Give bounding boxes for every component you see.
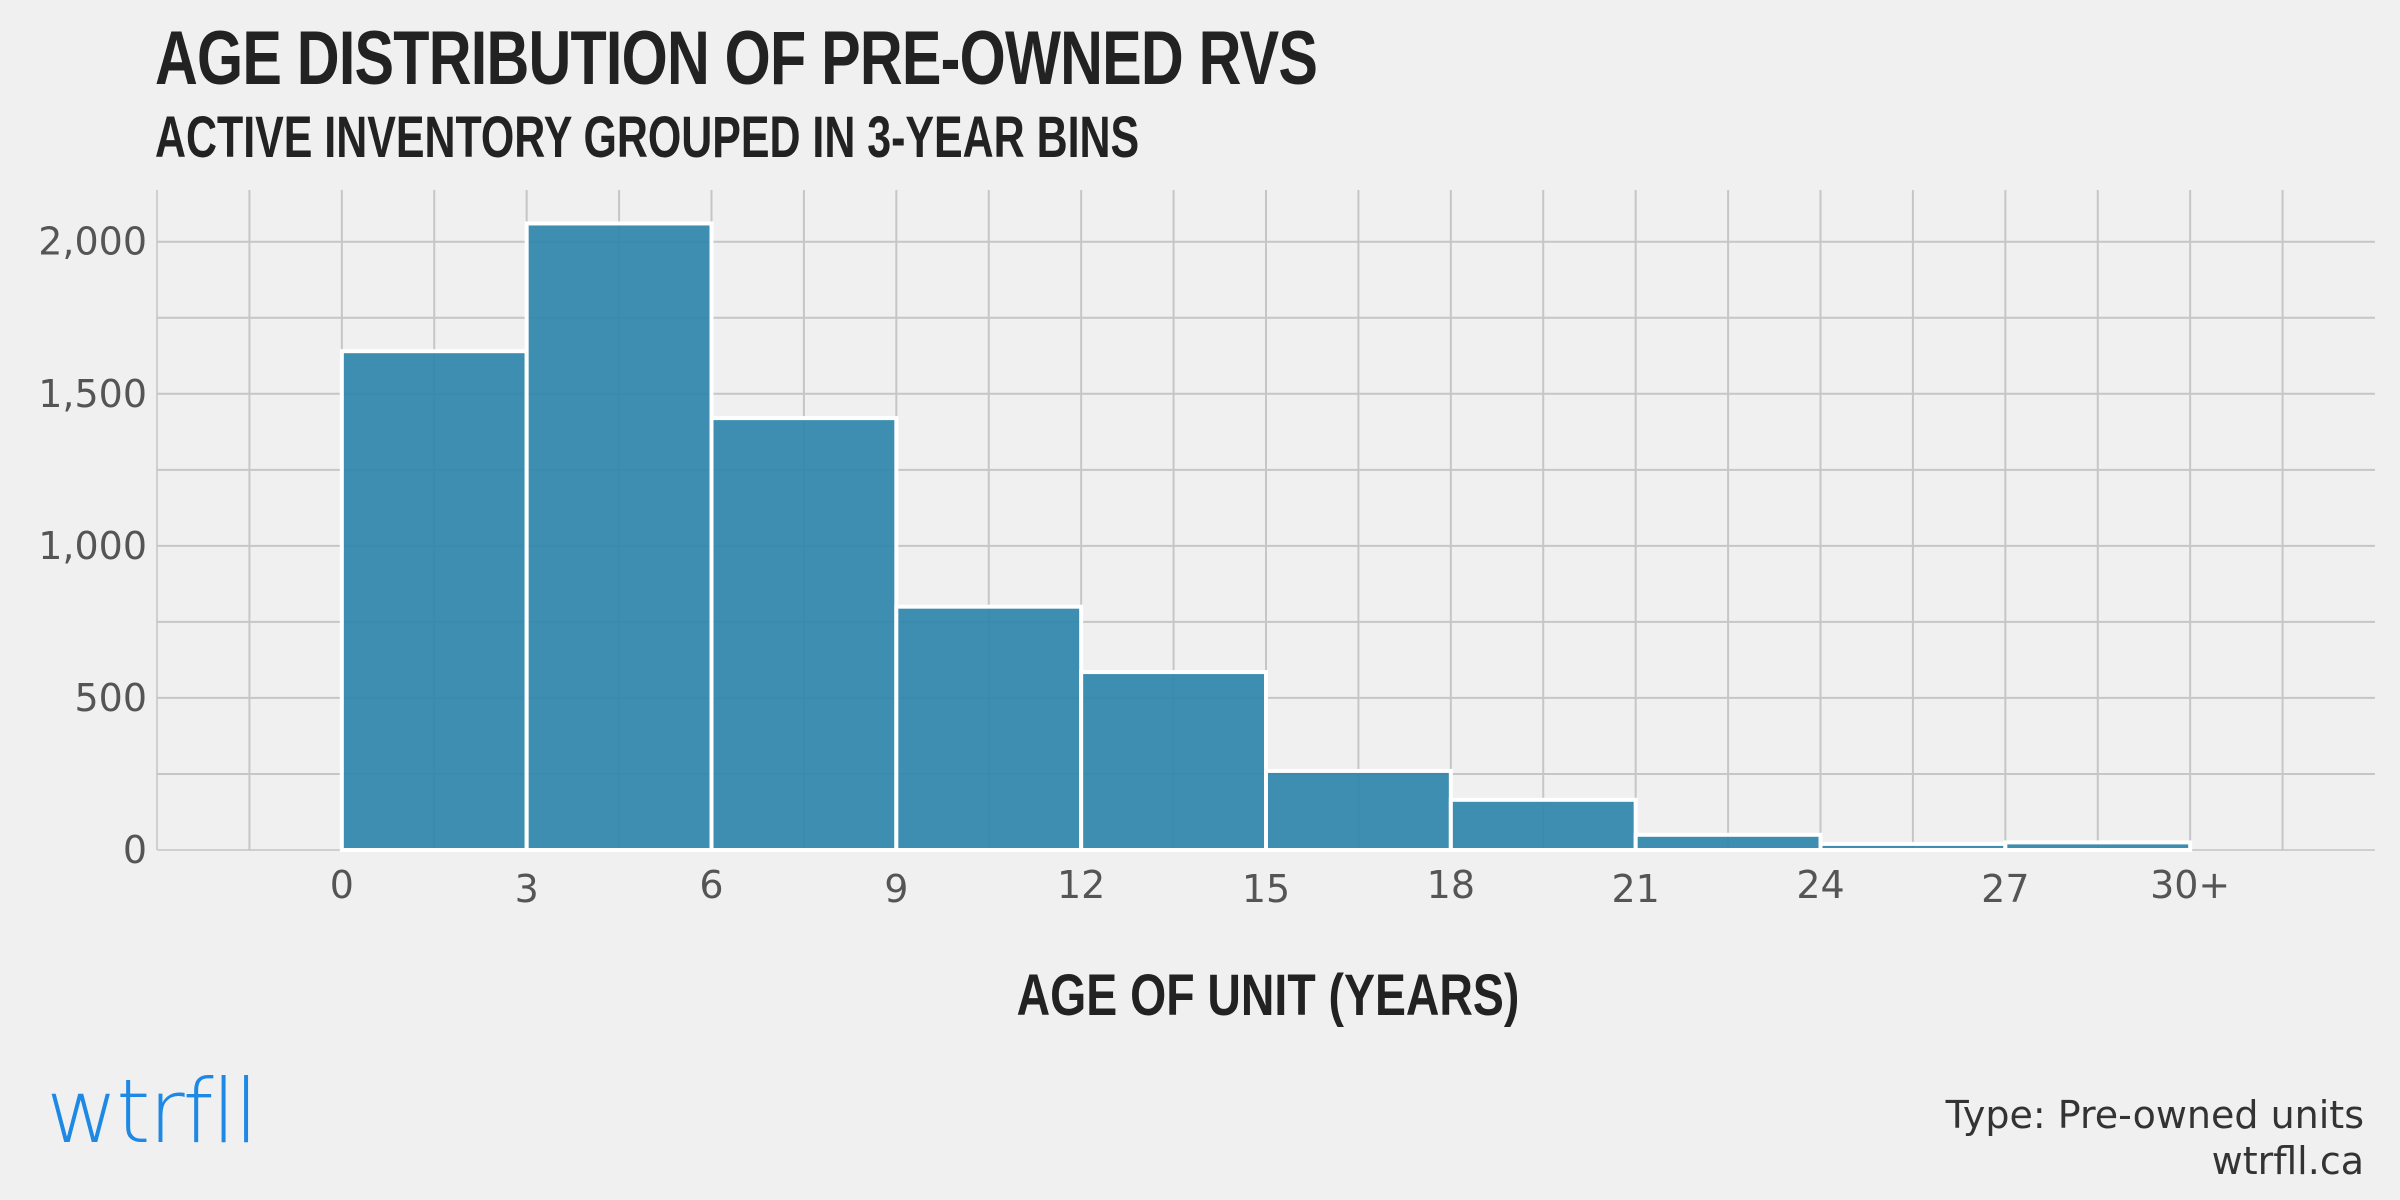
x-tick-label: 0 — [330, 863, 354, 907]
y-axis-ticks: 0 500 1,000 1,500 2,000 — [38, 220, 147, 872]
footer-site: wtrfll.ca — [2211, 1139, 2364, 1183]
histogram-bar — [1264, 768, 1453, 852]
x-tick-label: 3 — [515, 867, 539, 911]
histogram-bar — [1079, 670, 1268, 852]
x-tick-label: 18 — [1427, 863, 1475, 907]
x-tick-label: 24 — [1796, 863, 1844, 907]
x-tick-label: 9 — [884, 867, 908, 911]
histogram-bar — [339, 349, 529, 852]
y-tick-label: 0 — [123, 828, 147, 872]
x-axis-ticks: 0 3 6 9 12 15 18 21 24 27 30+ — [330, 863, 2231, 911]
y-tick-label: 1,000 — [38, 524, 147, 568]
histogram-bar — [1633, 832, 1823, 852]
footer-type: Type: Pre-owned units — [1945, 1093, 2364, 1137]
x-axis-label: AGE OF UNIT (YEARS) — [1017, 963, 1520, 1028]
histogram-bar — [1818, 841, 2008, 853]
histogram-bar — [894, 604, 1084, 852]
x-tick-label: 27 — [1981, 867, 2029, 911]
chart-subtitle: ACTIVE INVENTORY GROUPED IN 3-YEAR BINS — [155, 105, 1140, 170]
chart-title: AGE DISTRIBUTION OF PRE-OWNED RVS — [155, 16, 1318, 101]
x-tick-label: 12 — [1057, 863, 1105, 907]
y-tick-label: 500 — [74, 676, 147, 720]
footer-source: Type: Pre-owned units wtrfll.ca — [1946, 1092, 2364, 1184]
bars — [339, 221, 2193, 853]
histogram-bar — [524, 221, 714, 852]
histogram-bar — [2003, 840, 2193, 852]
y-tick-label: 2,000 — [38, 220, 147, 264]
x-tick-label: 6 — [699, 863, 723, 907]
histogram-bar — [1448, 797, 1638, 853]
x-tick-label: 21 — [1611, 867, 1659, 911]
x-tick-label: 30+ — [2150, 863, 2230, 907]
x-tick-label: 15 — [1242, 867, 1290, 911]
wtrfll-logo: wtrfll — [46, 1060, 259, 1163]
histogram-bar — [709, 416, 899, 852]
y-tick-label: 1,500 — [38, 372, 147, 416]
